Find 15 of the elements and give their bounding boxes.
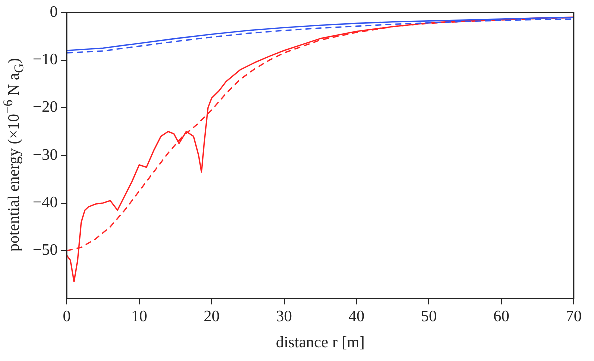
x-tick-label: 50 — [421, 308, 438, 326]
x-tick-label: 60 — [494, 308, 510, 326]
y-tick-label: −10 — [32, 51, 58, 68]
y-tick-label: −50 — [32, 242, 58, 260]
y-tick-label: 0 — [50, 4, 58, 21]
x-tick-label: 40 — [348, 308, 365, 326]
x-tick-label: 0 — [63, 308, 72, 326]
x-axis-title: distance r [m] — [276, 334, 365, 352]
x-tick-label: 10 — [131, 308, 148, 326]
x-tick-label: 20 — [204, 308, 220, 326]
x-tick-label: 30 — [276, 308, 292, 326]
y-tick-label: −40 — [32, 194, 58, 212]
y-tick-label: −30 — [32, 146, 58, 164]
x-tick-label: 70 — [566, 308, 582, 326]
y-tick-label: −20 — [32, 99, 58, 116]
